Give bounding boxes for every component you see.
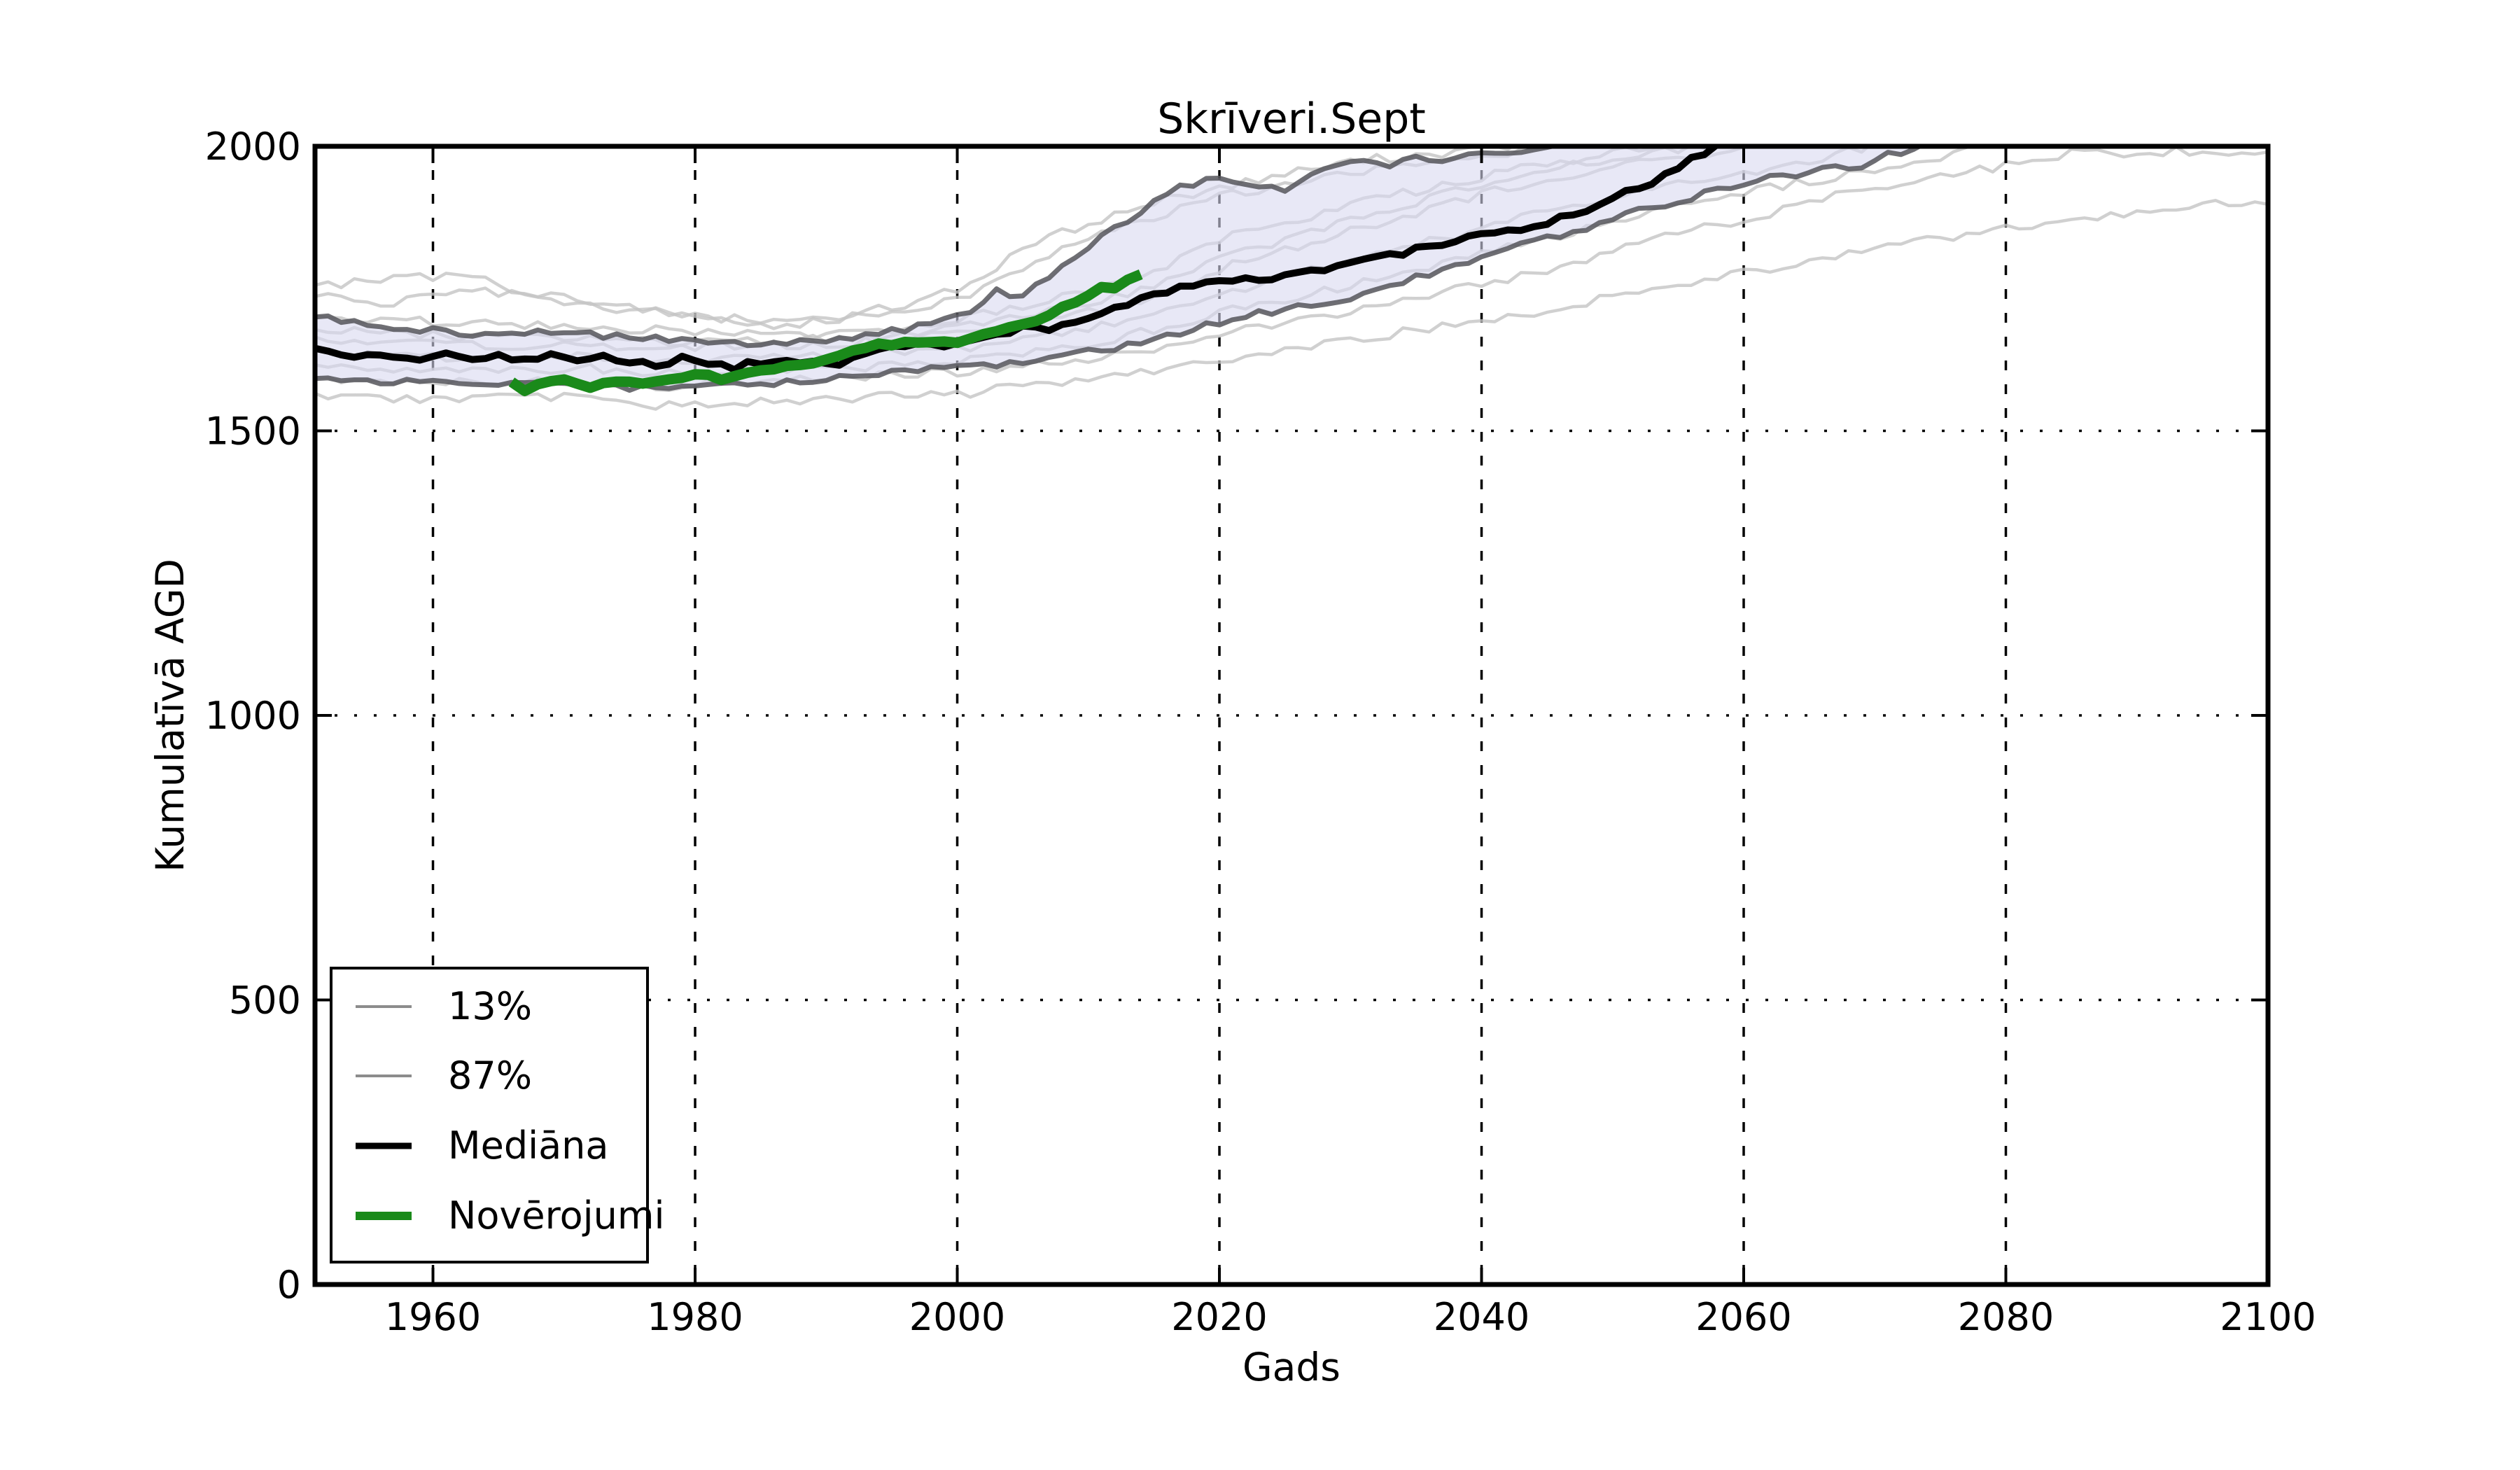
legend-item-median: Mediāna <box>356 1124 609 1168</box>
legend-label-median: Mediāna <box>448 1124 609 1168</box>
uncertainty-band <box>315 146 1920 391</box>
legend-item-87: 87% <box>356 1054 532 1098</box>
tick-marks <box>315 145 2269 1286</box>
y-tick-label: 1000 <box>205 694 301 738</box>
y-tick-label: 1500 <box>205 410 301 454</box>
x-tick-label: 2100 <box>2220 1295 2316 1339</box>
tick-labels: 1960 1980 2000 2020 2040 2060 2080 2100 0 500 1000… <box>205 125 2316 1339</box>
observations-line <box>508 269 1143 396</box>
x-tick-label: 2020 <box>1171 1295 1267 1339</box>
x-tick-label: 2060 <box>1695 1295 1791 1339</box>
x-tick-label: 2000 <box>909 1295 1005 1339</box>
legend-item-13: 13% <box>356 984 532 1028</box>
percentile-87-line <box>315 146 1580 349</box>
legend: 13% 87% Mediāna Novērojumi <box>330 967 665 1264</box>
legend-label-13: 13% <box>448 984 532 1028</box>
x-tick-label: 1980 <box>647 1295 743 1339</box>
chart-title: Skrīveri.Sept <box>1157 94 1426 144</box>
legend-label-observations: Novērojumi <box>448 1194 665 1238</box>
y-tick-label: 0 <box>277 1263 301 1307</box>
y-axis-label: Kumulatīvā AGD <box>148 559 192 872</box>
legend-label-87: 87% <box>448 1054 532 1098</box>
y-tick-label: 500 <box>229 979 301 1023</box>
x-tick-label: 2080 <box>1958 1295 2054 1339</box>
x-tick-label: 2040 <box>1434 1295 1530 1339</box>
legend-item-observations: Novērojumi <box>356 1194 665 1238</box>
series-layer <box>315 146 2268 411</box>
ensemble-line <box>315 199 2268 411</box>
grid <box>315 146 2269 1284</box>
y-tick-label: 2000 <box>205 125 301 169</box>
x-axis-label: Gads <box>1242 1345 1340 1390</box>
x-tick-label: 1960 <box>385 1295 481 1339</box>
